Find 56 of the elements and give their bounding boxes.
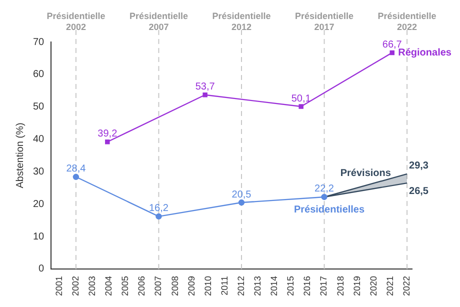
point [156, 213, 162, 220]
x-tick-label: 2003 [86, 276, 97, 296]
x-tick-label: 2008 [170, 276, 180, 296]
data-label: 22,2 [314, 184, 334, 195]
point [321, 194, 328, 200]
point [72, 174, 80, 180]
y-tick-label: 0 [38, 264, 45, 275]
data-label: 39,2 [98, 128, 118, 140]
x-tick-label: 2013 [252, 276, 263, 296]
legend-label: Prévisions [340, 168, 392, 180]
point [202, 92, 208, 98]
x-tick-label: 2015 [286, 276, 296, 296]
y-tick-label: 60 [33, 69, 45, 80]
ref-line-label: Présidentielle 2002 [46, 10, 106, 32]
x-tick-label: 2001 [54, 276, 64, 296]
data-label: 53,7 [195, 82, 216, 93]
x-tick-label: 2014 [269, 276, 280, 296]
x-tick-label: 2004 [104, 276, 114, 296]
series-label: Présidentielles [294, 204, 365, 216]
y-tick-label: 20 [33, 198, 45, 210]
x-tick-label: 2007 [153, 276, 164, 296]
ref-line-label: Présidentielle 2012 [212, 10, 271, 32]
x-tick-label: 2021 [384, 276, 395, 296]
y-axis-title: Abstention (%) [14, 122, 26, 188]
x-tick-label: 2022 [402, 276, 412, 296]
x-tick-label: 2005 [120, 276, 130, 296]
annotation: 29,3 [409, 160, 429, 172]
point [390, 50, 395, 56]
data-label: 28,4 [66, 164, 86, 175]
y-tick-label: 40 [33, 134, 45, 146]
data-label: 16,2 [148, 203, 169, 214]
point [105, 140, 110, 144]
x-tick-label: 2017 [318, 276, 329, 296]
x-tick-label: 2011 [219, 276, 230, 296]
ref-line-label: Présidentielle 2017 [295, 10, 354, 32]
x-tick-label: 2018 [335, 276, 346, 296]
series-label: Régionales [398, 47, 452, 58]
x-tick-label: 2006 [136, 276, 147, 296]
ref-line-label: Présidentielle 2022 [378, 10, 436, 32]
x-tick-label: 2020 [368, 276, 378, 296]
annotation: 26,5 [409, 186, 429, 197]
y-tick-label: 70 [33, 36, 45, 48]
data-label: 20,5 [232, 189, 252, 200]
x-tick-label: 2019 [352, 276, 362, 296]
x-tick-label: 2009 [186, 276, 196, 296]
x-tick-label: 2010 [202, 276, 213, 296]
data-label: 50,1 [291, 93, 312, 104]
point [298, 104, 304, 109]
y-tick-label: 30 [33, 166, 45, 178]
y-tick-label: 50 [33, 102, 45, 113]
y-tick-label: 10 [33, 231, 45, 242]
x-tick-label: 2016 [302, 276, 312, 296]
point [238, 199, 245, 206]
x-tick-label: 2012 [236, 276, 246, 296]
ref-line-label: Présidentielle 2007 [129, 10, 188, 32]
x-tick-label: 2002 [70, 276, 80, 296]
